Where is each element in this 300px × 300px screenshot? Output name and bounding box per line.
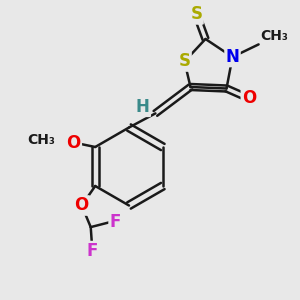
Text: O: O bbox=[67, 134, 81, 152]
Text: O: O bbox=[242, 89, 256, 107]
Text: F: F bbox=[86, 242, 98, 260]
Text: S: S bbox=[190, 5, 202, 23]
Text: F: F bbox=[110, 213, 121, 231]
Text: CH₃: CH₃ bbox=[260, 29, 288, 43]
Text: N: N bbox=[226, 48, 239, 66]
Text: H: H bbox=[136, 98, 150, 116]
Text: O: O bbox=[75, 196, 89, 214]
Text: CH₃: CH₃ bbox=[27, 133, 55, 146]
Text: S: S bbox=[178, 52, 190, 70]
